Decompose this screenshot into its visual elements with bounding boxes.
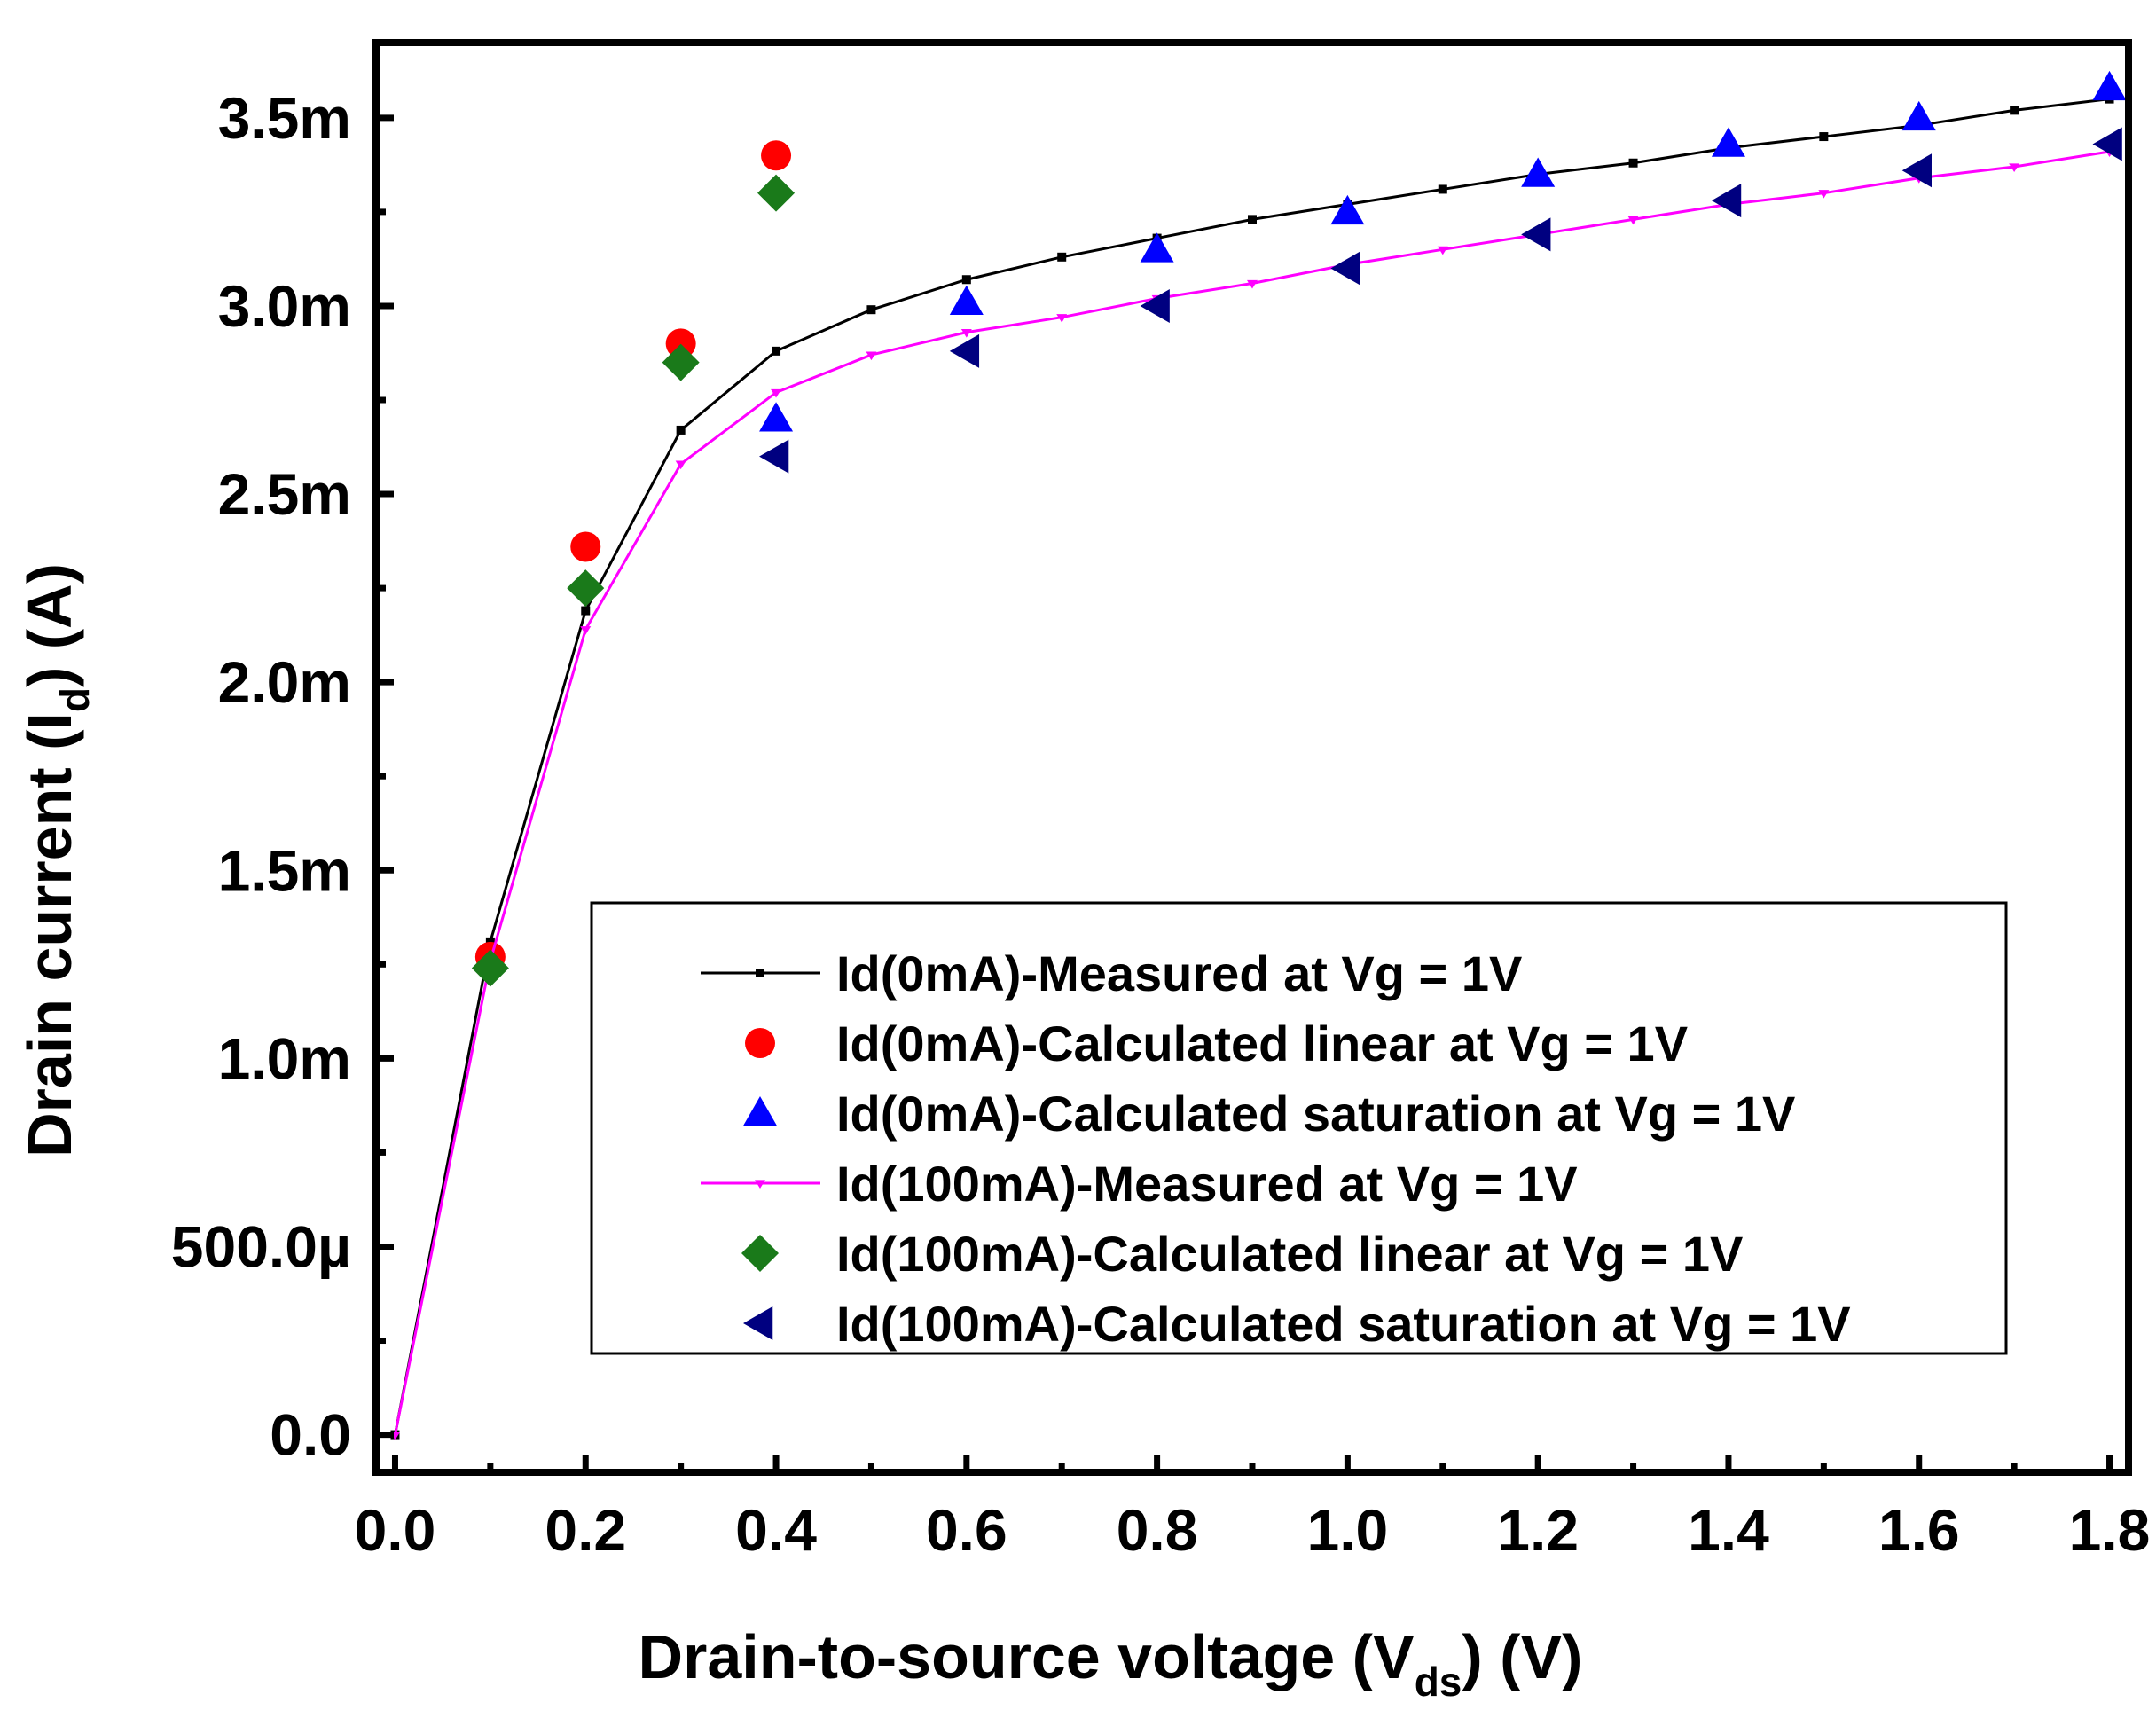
- x-tick-label: 1.6: [1878, 1497, 1960, 1563]
- data-layer: [389, 70, 2127, 1440]
- data-point: [771, 388, 782, 398]
- data-point: [761, 140, 792, 171]
- data-point: [1819, 132, 1829, 142]
- data-point: [866, 305, 876, 315]
- legend-marker: [743, 1306, 773, 1340]
- data-point: [1711, 127, 1745, 157]
- legend-marker: [745, 1028, 775, 1058]
- data-point: [1521, 217, 1551, 252]
- x-tick-label: 1.0: [1307, 1497, 1389, 1563]
- data-point: [675, 460, 686, 470]
- data-point: [2092, 127, 2122, 161]
- data-point: [1901, 153, 1932, 188]
- data-point: [665, 328, 696, 359]
- data-point: [1140, 288, 1170, 323]
- legend-label: Id(100mA)-Calculated linear at Vg = 1V: [836, 1226, 1743, 1282]
- legend-marker: [743, 1096, 777, 1126]
- x-tick-label: 0.8: [1117, 1497, 1198, 1563]
- y-tick-label: 1.0m: [218, 1025, 351, 1091]
- legend-label: Id(100mA)-Calculated saturation at Vg = …: [836, 1296, 1851, 1352]
- y-tick-label: 3.5m: [218, 85, 351, 151]
- x-tick-label: 1.4: [1688, 1497, 1769, 1563]
- x-tick-label: 0.2: [545, 1497, 626, 1563]
- legend-marker: [755, 1180, 765, 1189]
- series-2: [759, 70, 2127, 432]
- data-point: [581, 606, 591, 616]
- y-tick-label: 1.5m: [218, 837, 351, 903]
- y-tick-label: 2.5m: [218, 461, 351, 527]
- data-point: [1140, 232, 1174, 263]
- data-point: [759, 439, 789, 474]
- x-axis-title-tail: ) (V): [1462, 1622, 1582, 1691]
- data-point: [949, 285, 984, 315]
- data-point: [1438, 184, 1447, 194]
- y-tick-label: 3.0m: [218, 273, 351, 339]
- data-point: [1711, 184, 1742, 218]
- tick-layer: 0.0 0.2 0.4 0.6 0.8 1.0 1.2 1.4 1.6 1.8 0.0 500.0µ 1…: [171, 85, 2151, 1563]
- legend-label: Id(0mA)-Calculated linear at Vg = 1V: [836, 1016, 1688, 1071]
- data-point: [1901, 100, 1936, 131]
- data-point: [2010, 106, 2019, 115]
- data-point: [1628, 158, 1638, 168]
- x-tick-label: 1.8: [2069, 1497, 2151, 1563]
- data-point: [866, 351, 877, 361]
- legend: Id(0mA)-Measured at Vg = 1V Id(0mA)-Calcu…: [590, 901, 2008, 1355]
- data-point: [662, 343, 700, 381]
- series-4: [471, 174, 796, 987]
- x-tick-label: 1.2: [1497, 1497, 1579, 1563]
- data-point: [567, 569, 605, 608]
- legend-label: Id(100mA)-Measured at Vg = 1V: [836, 1156, 1578, 1212]
- data-point: [961, 275, 971, 285]
- data-point: [1057, 252, 1067, 262]
- y-axis-title: Drain current (Id) (A): [15, 563, 98, 1157]
- data-point: [759, 402, 794, 432]
- data-point: [1818, 190, 1830, 199]
- data-point: [1247, 279, 1258, 289]
- data-point: [2092, 70, 2127, 101]
- x-tick-label: 0.6: [926, 1497, 1007, 1563]
- legend-label: Id(0mA)-Measured at Vg = 1V: [836, 945, 1522, 1001]
- data-point: [949, 333, 980, 368]
- x-axis-title-subscript: ds: [1415, 1659, 1462, 1705]
- y-axis-title-subscript: d: [51, 687, 98, 712]
- legend-marker: [756, 969, 764, 977]
- data-point: [1521, 157, 1556, 187]
- data-point: [1627, 216, 1639, 225]
- x-tick-label: 0.0: [355, 1497, 436, 1563]
- y-tick-label: 2.0m: [218, 649, 351, 715]
- y-axis-title-tail: ) (A): [15, 563, 84, 687]
- data-point: [1330, 251, 1360, 286]
- data-point: [1330, 194, 1365, 225]
- y-tick-label: 500.0µ: [171, 1213, 351, 1279]
- series-5: [759, 127, 2122, 474]
- data-point: [757, 174, 796, 212]
- data-point: [1437, 246, 1448, 255]
- data-point: [772, 346, 781, 356]
- x-axis-title: Drain-to-source voltage (Vds) (V): [639, 1622, 1583, 1705]
- y-axis-title-main: Drain current (I: [15, 712, 84, 1157]
- legend-label: Id(0mA)-Calculated saturation at Vg = 1V: [836, 1086, 1795, 1142]
- x-axis-title-main: Drain-to-source voltage (V: [639, 1622, 1415, 1691]
- data-point: [1248, 215, 1257, 224]
- legend-box: [590, 901, 2008, 1355]
- data-point: [960, 329, 972, 338]
- x-tick-label: 0.4: [735, 1497, 817, 1563]
- legend-marker: [741, 1235, 779, 1272]
- data-point: [1056, 314, 1068, 323]
- data-point: [580, 626, 592, 635]
- data-point: [676, 425, 686, 435]
- data-point: [570, 531, 601, 562]
- data-point: [2009, 163, 2020, 172]
- y-tick-label: 0.0: [270, 1402, 351, 1468]
- data-point: [471, 949, 509, 987]
